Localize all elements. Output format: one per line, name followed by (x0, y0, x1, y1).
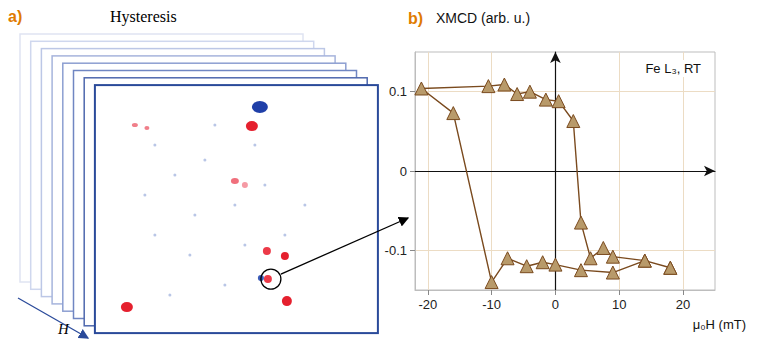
svg-text:b): b) (408, 10, 423, 27)
svg-text:0: 0 (552, 297, 559, 312)
svg-text:Fe L₃, RT: Fe L₃, RT (645, 61, 701, 76)
svg-text:Hysteresis: Hysteresis (110, 8, 177, 26)
svg-text:-20: -20 (418, 297, 437, 312)
svg-text:H: H (57, 321, 70, 337)
svg-text:-10: -10 (482, 297, 501, 312)
svg-text:20: 20 (676, 297, 690, 312)
svg-text:0: 0 (400, 164, 407, 179)
svg-text:0.1: 0.1 (389, 84, 407, 99)
svg-text:-0.1: -0.1 (385, 243, 407, 258)
svg-text:a): a) (8, 8, 22, 25)
svg-text:XMCD (arb. u.): XMCD (arb. u.) (436, 10, 530, 26)
svg-text:10: 10 (612, 297, 626, 312)
svg-text:μ₀H (mT): μ₀H (mT) (693, 317, 746, 332)
